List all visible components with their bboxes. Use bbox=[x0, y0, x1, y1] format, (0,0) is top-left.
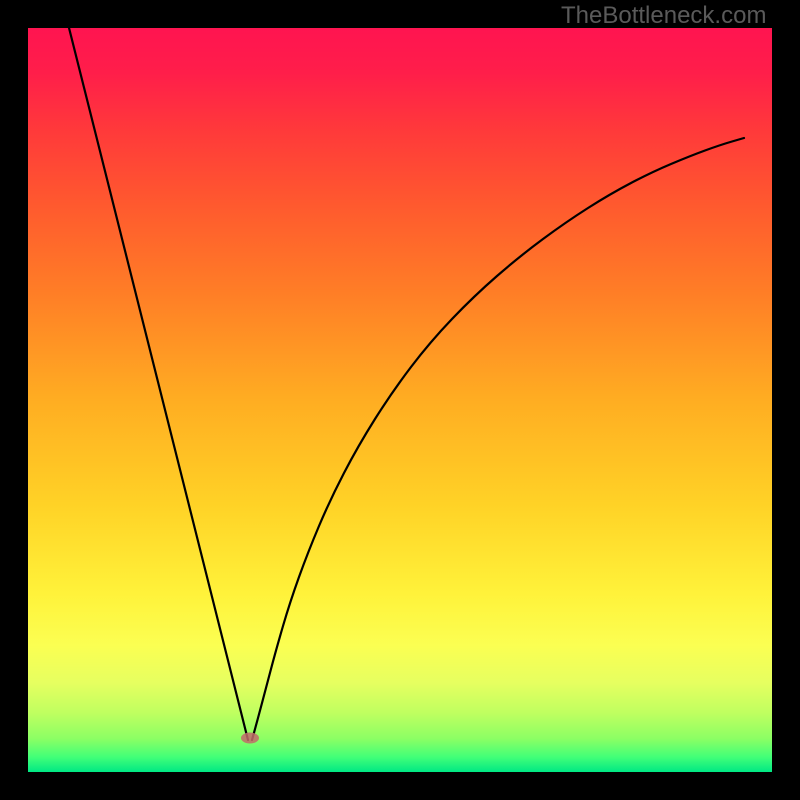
optimal-point-marker bbox=[241, 733, 259, 744]
bottleneck-chart bbox=[28, 28, 772, 772]
watermark-text: TheBottleneck.com bbox=[561, 2, 766, 30]
gradient-background bbox=[28, 28, 772, 772]
